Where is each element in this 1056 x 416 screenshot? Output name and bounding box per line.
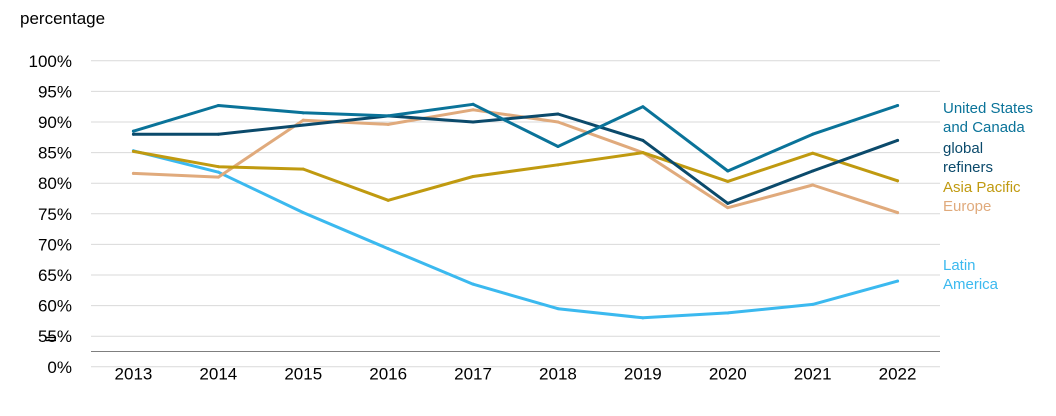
legend-label-asia-pacific: Asia Pacific bbox=[943, 179, 1021, 196]
y-tick-label: 60% bbox=[38, 297, 72, 316]
series-asia-pacific bbox=[131, 149, 900, 202]
data-point-united-states-and-canada bbox=[896, 103, 900, 107]
x-tick-label: 2019 bbox=[624, 365, 662, 384]
series-line-united-states-and-canada bbox=[131, 102, 900, 173]
data-point-global-refiners bbox=[811, 169, 815, 173]
y-tick-label: 90% bbox=[38, 113, 72, 132]
data-point-latin-america bbox=[301, 211, 305, 215]
data-point-latin-america bbox=[726, 311, 730, 315]
data-point-europe bbox=[471, 108, 475, 112]
data-point-europe bbox=[556, 120, 560, 124]
data-point-europe bbox=[386, 122, 390, 126]
data-point-asia-pacific bbox=[811, 151, 815, 155]
data-point-europe bbox=[216, 175, 220, 179]
data-point-united-states-and-canada bbox=[216, 103, 220, 107]
y-tick-label: 100% bbox=[29, 52, 72, 71]
series-united-states-and-canada bbox=[131, 102, 900, 173]
data-point-global-refiners bbox=[471, 120, 475, 124]
data-point-asia-pacific bbox=[726, 179, 730, 183]
series-lines bbox=[131, 102, 900, 320]
data-point-global-refiners bbox=[216, 132, 220, 136]
series-line-europe bbox=[131, 108, 900, 215]
data-point-united-states-and-canada bbox=[131, 129, 135, 133]
x-tick-label: 2021 bbox=[794, 365, 832, 384]
data-point-europe bbox=[726, 206, 730, 210]
x-tick-label: 2016 bbox=[369, 365, 407, 384]
data-point-united-states-and-canada bbox=[811, 132, 815, 136]
data-point-global-refiners bbox=[301, 123, 305, 127]
x-tick-labels: 2013 2014 2015 2016 2017 2018 2019 2020 2021 2022 bbox=[115, 365, 917, 384]
data-point-latin-america bbox=[386, 247, 390, 251]
line-end-labels: Latin America Europe Asia Pacific global refi… bbox=[943, 100, 1033, 293]
x-tick-label: 2014 bbox=[199, 365, 237, 384]
x-tick-label: 2013 bbox=[115, 365, 153, 384]
x-tick-label: 2015 bbox=[284, 365, 322, 384]
data-point-asia-pacific bbox=[896, 179, 900, 183]
series-line-latin-america bbox=[131, 149, 900, 320]
y-tick-label: 80% bbox=[38, 174, 72, 193]
data-point-global-refiners bbox=[726, 201, 730, 205]
data-point-europe bbox=[301, 118, 305, 122]
data-point-asia-pacific bbox=[216, 165, 220, 169]
data-point-latin-america bbox=[641, 316, 645, 320]
legend-label-latin-america: Latin bbox=[943, 257, 976, 274]
data-point-asia-pacific bbox=[301, 167, 305, 171]
x-tick-label: 2020 bbox=[709, 365, 747, 384]
data-point-latin-america bbox=[471, 282, 475, 286]
y-tick-label: 70% bbox=[38, 235, 72, 254]
data-point-global-refiners bbox=[896, 138, 900, 142]
data-point-united-states-and-canada bbox=[471, 102, 475, 106]
legend-label-global-refiners: global bbox=[943, 140, 983, 157]
y-tick-label: 55% bbox=[38, 327, 72, 346]
data-point-europe bbox=[811, 183, 815, 187]
data-point-united-states-and-canada bbox=[641, 105, 645, 109]
legend-label-united-states-and-canada: and Canada bbox=[943, 119, 1025, 136]
data-point-latin-america bbox=[556, 307, 560, 311]
data-point-asia-pacific bbox=[471, 174, 475, 178]
legend-label-united-states-and-canada: United States bbox=[943, 100, 1033, 117]
x-tick-label: 2017 bbox=[454, 365, 492, 384]
x-tick-label: 2018 bbox=[539, 365, 577, 384]
gridlines bbox=[91, 60, 940, 368]
legend-label-europe: Europe bbox=[943, 198, 991, 215]
y-tick-label: 85% bbox=[38, 144, 72, 163]
data-point-asia-pacific bbox=[556, 163, 560, 167]
data-point-united-states-and-canada bbox=[386, 114, 390, 118]
data-point-global-refiners bbox=[556, 112, 560, 116]
y-axis-break-mark bbox=[46, 336, 56, 342]
data-point-latin-america bbox=[896, 279, 900, 283]
data-point-latin-america bbox=[811, 302, 815, 306]
series-europe bbox=[131, 108, 900, 215]
y-tick-labels: 100% 95% 90% 85% 80% 75% 70% 65% 60% 55% 0% bbox=[29, 52, 72, 377]
legend-label-latin-america: America bbox=[943, 276, 999, 293]
series-line-global-refiners bbox=[131, 112, 900, 205]
data-point-asia-pacific bbox=[131, 149, 135, 153]
data-point-asia-pacific bbox=[641, 151, 645, 155]
series-global-refiners bbox=[131, 112, 900, 205]
y-tick-label: 65% bbox=[38, 266, 72, 285]
y-axis-label: percentage bbox=[20, 9, 105, 28]
data-point-united-states-and-canada bbox=[726, 169, 730, 173]
data-point-europe bbox=[896, 211, 900, 215]
data-point-asia-pacific bbox=[386, 198, 390, 202]
y-tick-label: 0% bbox=[47, 358, 72, 377]
data-point-united-states-and-canada bbox=[301, 111, 305, 115]
y-tick-label: 75% bbox=[38, 205, 72, 224]
data-point-latin-america bbox=[216, 170, 220, 174]
data-point-europe bbox=[131, 171, 135, 175]
data-point-global-refiners bbox=[641, 138, 645, 142]
series-latin-america bbox=[131, 149, 900, 320]
data-point-united-states-and-canada bbox=[556, 144, 560, 148]
data-point-global-refiners bbox=[131, 132, 135, 136]
y-tick-label: 95% bbox=[38, 82, 72, 101]
x-tick-label: 2022 bbox=[879, 365, 917, 384]
legend-label-global-refiners: refiners bbox=[943, 159, 993, 176]
series-line-asia-pacific bbox=[131, 149, 900, 202]
